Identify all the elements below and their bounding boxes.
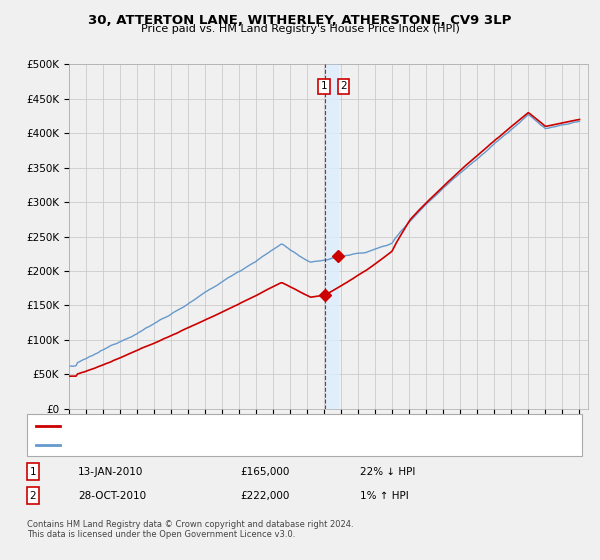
Text: 2: 2 (340, 81, 347, 91)
Text: Price paid vs. HM Land Registry's House Price Index (HPI): Price paid vs. HM Land Registry's House … (140, 24, 460, 34)
Bar (325, 64, 338, 409)
Text: 22% ↓ HPI: 22% ↓ HPI (360, 466, 415, 477)
Text: 30, ATTERTON LANE, WITHERLEY, ATHERSTONE, CV9 3LP: 30, ATTERTON LANE, WITHERLEY, ATHERSTONE… (88, 14, 512, 27)
Text: Contains HM Land Registry data © Crown copyright and database right 2024.
This d: Contains HM Land Registry data © Crown c… (27, 520, 353, 539)
Text: 1: 1 (29, 466, 37, 477)
Text: 1% ↑ HPI: 1% ↑ HPI (360, 491, 409, 501)
Text: £222,000: £222,000 (240, 491, 289, 501)
Text: 1: 1 (321, 81, 328, 91)
Text: £165,000: £165,000 (240, 466, 289, 477)
Text: 28-OCT-2010: 28-OCT-2010 (78, 491, 146, 501)
Text: 2: 2 (29, 491, 37, 501)
Text: HPI: Average price, detached house, Hinckley and Bosworth: HPI: Average price, detached house, Hinc… (66, 440, 359, 450)
Text: 30, ATTERTON LANE, WITHERLEY, ATHERSTONE, CV9 3LP (detached house): 30, ATTERTON LANE, WITHERLEY, ATHERSTONE… (66, 421, 434, 431)
Text: 13-JAN-2010: 13-JAN-2010 (78, 466, 143, 477)
